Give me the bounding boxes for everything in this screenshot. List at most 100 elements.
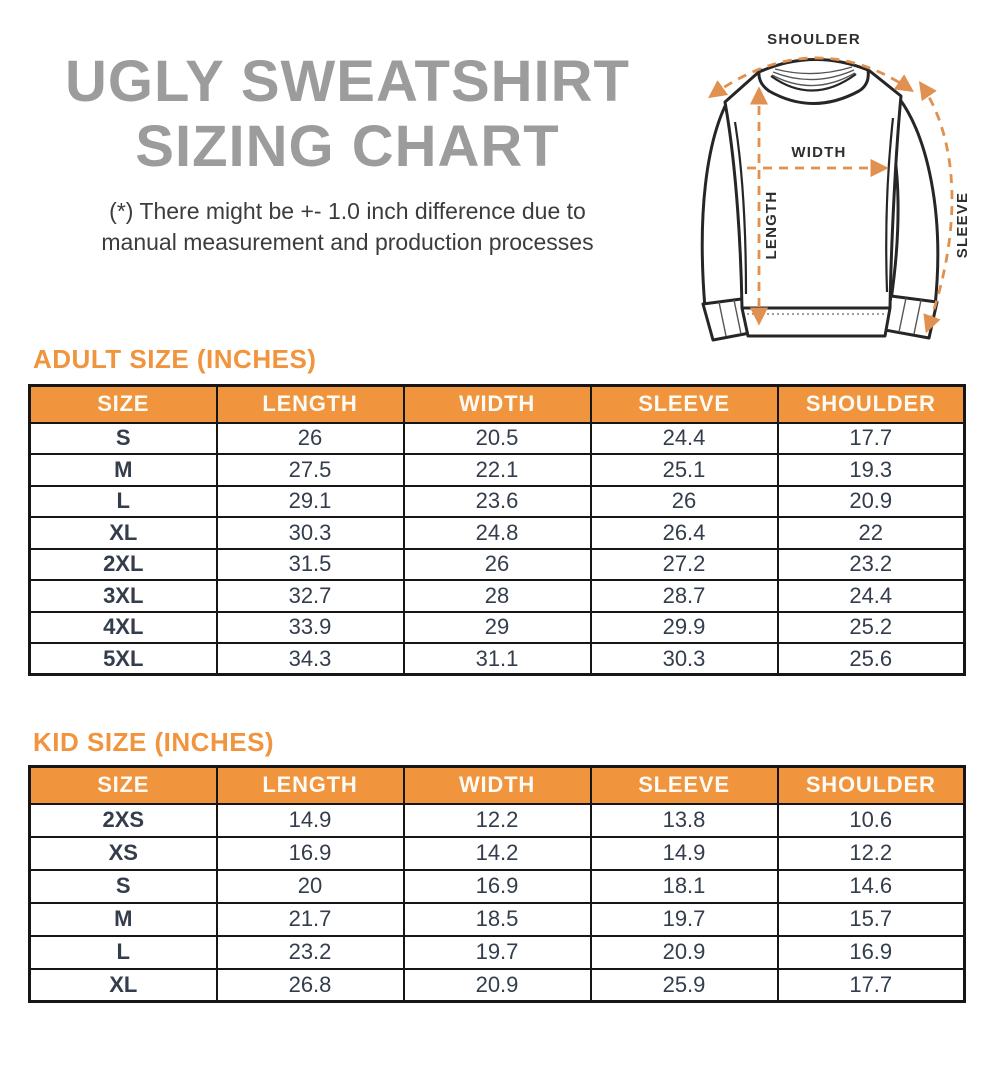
value-cell-width: 16.9 xyxy=(402,868,592,904)
column-header-sleeve: SLEEVE xyxy=(589,384,779,424)
size-cell: S xyxy=(28,421,218,455)
value-cell-length: 32.7 xyxy=(215,579,405,613)
table-header-row: SIZE LENGTH WIDTH SLEEVE SHOULDER xyxy=(28,765,966,805)
value-cell-sleeve: 26 xyxy=(589,484,779,518)
column-header-shoulder: SHOULDER xyxy=(776,384,966,424)
diagram-label-shoulder: SHOULDER xyxy=(767,31,861,48)
page-title-line1: UGLY SWEATSHIRT xyxy=(65,49,630,114)
disclaimer-line1: (*) There might be +- 1.0 inch differenc… xyxy=(109,197,586,224)
column-header-size: SIZE xyxy=(28,765,218,805)
value-cell-sleeve: 19.7 xyxy=(589,901,779,937)
diagram-label-sleeve: SLEEVE xyxy=(954,192,971,258)
value-cell-sleeve: 20.9 xyxy=(589,934,779,970)
size-cell: L xyxy=(28,484,218,518)
sweatshirt-measurement-diagram: SHOULDER WIDTH LENGTH SLEEVE xyxy=(688,10,1000,350)
value-cell-shoulder: 14.6 xyxy=(776,868,966,904)
value-cell-length: 26.8 xyxy=(215,967,405,1003)
table-row: 4XL 33.9 29 29.9 25.2 xyxy=(28,610,966,644)
value-cell-length: 20 xyxy=(215,868,405,904)
size-cell: XL xyxy=(28,516,218,550)
value-cell-length: 23.2 xyxy=(215,934,405,970)
sweatshirt-illustration: SHOULDER WIDTH LENGTH SLEEVE xyxy=(700,31,971,342)
size-cell: S xyxy=(28,868,218,904)
value-cell-sleeve: 14.9 xyxy=(589,835,779,871)
value-cell-shoulder: 19.3 xyxy=(776,453,966,487)
sweatshirt-hem xyxy=(740,306,892,338)
size-cell: 5XL xyxy=(28,642,218,676)
table-row: 3XL 32.7 28 28.7 24.4 xyxy=(28,579,966,613)
column-header-shoulder: SHOULDER xyxy=(776,765,966,805)
size-cell: M xyxy=(28,901,218,937)
value-cell-width: 26 xyxy=(402,547,592,581)
value-cell-width: 19.7 xyxy=(402,934,592,970)
value-cell-width: 14.2 xyxy=(402,835,592,871)
value-cell-length: 34.3 xyxy=(215,642,405,676)
table-header-row: SIZE LENGTH WIDTH SLEEVE SHOULDER xyxy=(28,384,966,424)
adult-size-table: SIZE LENGTH WIDTH SLEEVE SHOULDER S 26 20.5 24.4… xyxy=(28,384,966,676)
sleeve-measure-arrow xyxy=(918,81,954,334)
value-cell-shoulder: 22 xyxy=(776,516,966,550)
header: UGLY SWEATSHIRT SIZING CHART (*) There mi… xyxy=(15,49,680,258)
left-armhole-seam xyxy=(733,121,748,295)
value-cell-width: 24.8 xyxy=(402,516,592,550)
value-cell-sleeve: 27.2 xyxy=(589,547,779,581)
table-row: L 29.1 23.6 26 20.9 xyxy=(28,484,966,518)
value-cell-width: 31.1 xyxy=(402,642,592,676)
table-row: L 23.2 19.7 20.9 16.9 xyxy=(28,934,966,970)
table-row: S 26 20.5 24.4 17.7 xyxy=(28,421,966,455)
value-cell-length: 26 xyxy=(215,421,405,455)
value-cell-width: 18.5 xyxy=(402,901,592,937)
value-cell-length: 14.9 xyxy=(215,802,405,838)
disclaimer-line2: manual measurement and production proces… xyxy=(101,228,594,255)
table-row: 2XS 14.9 12.2 13.8 10.6 xyxy=(28,802,966,838)
size-cell: XS xyxy=(28,835,218,871)
kid-size-heading: KID SIZE (INCHES) xyxy=(33,727,275,757)
value-cell-shoulder: 17.7 xyxy=(776,967,966,1003)
table-row: S 20 16.9 18.1 14.6 xyxy=(28,868,966,904)
value-cell-shoulder: 10.6 xyxy=(776,802,966,838)
value-cell-width: 23.6 xyxy=(402,484,592,518)
value-cell-shoulder: 12.2 xyxy=(776,835,966,871)
value-cell-sleeve: 29.9 xyxy=(589,610,779,644)
value-cell-shoulder: 25.6 xyxy=(776,642,966,676)
table-row: M 27.5 22.1 25.1 19.3 xyxy=(28,453,966,487)
value-cell-shoulder: 17.7 xyxy=(776,421,966,455)
value-cell-shoulder: 15.7 xyxy=(776,901,966,937)
column-header-width: WIDTH xyxy=(402,765,592,805)
table-row: 5XL 34.3 31.1 30.3 25.6 xyxy=(28,642,966,676)
value-cell-width: 28 xyxy=(402,579,592,613)
value-cell-length: 30.3 xyxy=(215,516,405,550)
value-cell-shoulder: 16.9 xyxy=(776,934,966,970)
size-cell: 4XL xyxy=(28,610,218,644)
value-cell-sleeve: 13.8 xyxy=(589,802,779,838)
value-cell-width: 20.5 xyxy=(402,421,592,455)
kid-size-table: SIZE LENGTH WIDTH SLEEVE SHOULDER 2XS 14.9 12.2… xyxy=(28,765,966,1003)
value-cell-shoulder: 20.9 xyxy=(776,484,966,518)
size-cell: XL xyxy=(28,967,218,1003)
column-header-sleeve: SLEEVE xyxy=(589,765,779,805)
value-cell-length: 33.9 xyxy=(215,610,405,644)
size-cell: 2XS xyxy=(28,802,218,838)
page-title: UGLY SWEATSHIRT SIZING CHART xyxy=(15,49,680,180)
table-row: XS 16.9 14.2 14.9 12.2 xyxy=(28,835,966,871)
value-cell-shoulder: 25.2 xyxy=(776,610,966,644)
size-cell: 2XL xyxy=(28,547,218,581)
value-cell-sleeve: 24.4 xyxy=(589,421,779,455)
column-header-length: LENGTH xyxy=(215,765,405,805)
column-header-length: LENGTH xyxy=(215,384,405,424)
size-cell: L xyxy=(28,934,218,970)
diagram-label-length: LENGTH xyxy=(763,191,780,260)
column-header-width: WIDTH xyxy=(402,384,592,424)
disclaimer-note: (*) There might be +- 1.0 inch differenc… xyxy=(15,196,680,258)
value-cell-sleeve: 25.1 xyxy=(589,453,779,487)
value-cell-sleeve: 25.9 xyxy=(589,967,779,1003)
value-cell-shoulder: 24.4 xyxy=(776,579,966,613)
table-row: 2XL 31.5 26 27.2 23.2 xyxy=(28,547,966,581)
column-header-size: SIZE xyxy=(28,384,218,424)
value-cell-length: 27.5 xyxy=(215,453,405,487)
value-cell-shoulder: 23.2 xyxy=(776,547,966,581)
value-cell-length: 21.7 xyxy=(215,901,405,937)
table-row: M 21.7 18.5 19.7 15.7 xyxy=(28,901,966,937)
value-cell-width: 29 xyxy=(402,610,592,644)
page-title-line2: SIZING CHART xyxy=(135,113,560,179)
